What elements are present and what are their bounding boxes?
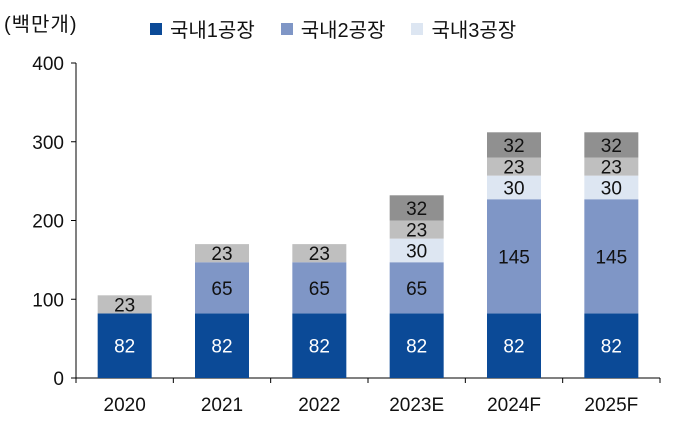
- y-tick-label: 200: [32, 212, 64, 233]
- legend-item: 국내3공장: [411, 14, 516, 43]
- bar-segment: [97, 313, 152, 378]
- bar-segment: [584, 157, 639, 176]
- bar-segment: [292, 313, 347, 378]
- bar-value-label: 32: [406, 199, 427, 220]
- bar-value-label: 82: [114, 337, 135, 358]
- bar-segment: [389, 262, 444, 314]
- legend: 국내1공장 국내2공장 국내3공장: [150, 14, 542, 43]
- legend-label: 국내3공장: [431, 20, 517, 42]
- x-tick-label: 2021: [201, 395, 243, 416]
- bar-value-label: 82: [406, 337, 427, 358]
- bar-segment: [195, 262, 249, 314]
- bar-value-label: 65: [211, 279, 232, 300]
- legend-item: 국내1공장: [150, 14, 255, 43]
- y-tick-label: 300: [32, 133, 64, 154]
- bar-segment: [389, 195, 444, 221]
- bar-value-label: 30: [601, 178, 622, 199]
- bar-value-label: 30: [503, 178, 524, 199]
- bar-value-label: 23: [503, 158, 524, 179]
- bar-value-label: 23: [406, 221, 427, 242]
- bar-segment: [389, 220, 444, 239]
- bar-segment: [487, 157, 541, 176]
- bar-value-label: 82: [309, 337, 330, 358]
- x-tick-label: 2022: [298, 395, 340, 416]
- bar-segment: [584, 132, 639, 158]
- legend-swatch: [411, 22, 424, 35]
- bar-value-label: 82: [503, 337, 524, 358]
- legend-label: 국내2공장: [300, 20, 386, 42]
- x-tick-label: 2023E: [389, 395, 444, 416]
- legend-label: 국내1공장: [170, 20, 255, 42]
- y-tick-label: 0: [53, 369, 64, 390]
- bar-value-label: 23: [601, 158, 622, 179]
- y-axis-unit-label: (백만개): [4, 14, 78, 36]
- bar-value-label: 23: [211, 244, 232, 265]
- bar-segment: [389, 313, 444, 378]
- legend-item: 국내2공장: [280, 14, 386, 43]
- bar-value-label: 145: [595, 247, 627, 268]
- bar-value-label: 23: [309, 244, 330, 265]
- bar-value-label: 30: [406, 241, 427, 262]
- bar-segment: [195, 313, 249, 378]
- bar-segment: [292, 262, 347, 314]
- bar-value-label: 23: [114, 295, 135, 316]
- legend-swatch: [280, 22, 293, 35]
- bar-value-label: 32: [601, 136, 622, 157]
- bar-segment: [487, 132, 541, 158]
- bar-value-label: 145: [498, 247, 530, 268]
- y-tick-label: 100: [32, 290, 64, 311]
- bar-segment: [584, 313, 639, 378]
- x-tick-label: 2025F: [584, 395, 638, 416]
- x-tick-label: 2020: [104, 395, 146, 416]
- bar-segment: [292, 244, 347, 263]
- bar-value-label: 82: [211, 337, 232, 358]
- bar-value-label: 32: [503, 136, 524, 157]
- bar-segment: [584, 175, 639, 200]
- bar-value-label: 65: [406, 279, 427, 300]
- y-tick-label: 400: [32, 54, 64, 75]
- legend-swatch: [150, 22, 162, 35]
- bar-value-label: 82: [601, 337, 622, 358]
- bar-segment: [195, 244, 249, 263]
- bar-segment: [97, 295, 152, 314]
- bar-segment: [487, 313, 541, 378]
- bar-segment: [487, 175, 541, 200]
- bar-value-label: 65: [309, 279, 330, 300]
- bar-segment: [389, 238, 444, 263]
- bar-segment: [487, 199, 541, 314]
- x-tick-label: 2024F: [487, 395, 541, 416]
- bar-segment: [584, 199, 639, 314]
